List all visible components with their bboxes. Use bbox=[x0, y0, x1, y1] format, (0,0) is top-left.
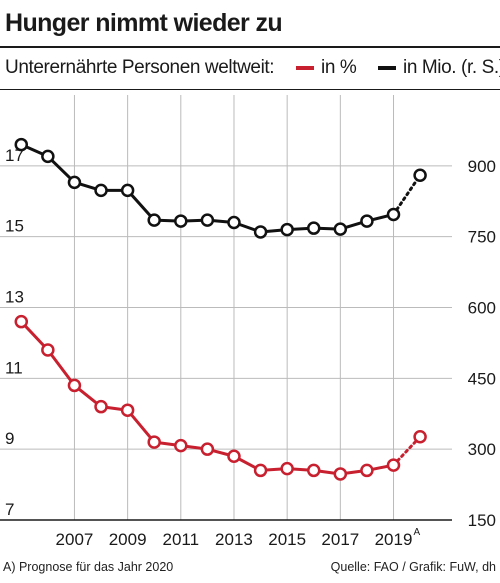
data-point-percent bbox=[227, 449, 241, 463]
data-point-millions bbox=[174, 214, 188, 228]
title-rule bbox=[0, 46, 500, 48]
chart-title: Hunger nimmt wieder zu bbox=[5, 9, 283, 37]
subtitle-rule bbox=[0, 89, 500, 90]
data-point-percent bbox=[306, 463, 321, 478]
data-point-percent bbox=[386, 458, 401, 472]
y-right-tick-label: 300 bbox=[468, 440, 496, 459]
legend-swatch-millions bbox=[378, 66, 396, 70]
data-point-millions bbox=[147, 213, 161, 227]
x-tick-label: 2013 bbox=[215, 530, 253, 549]
data-point-millions bbox=[94, 183, 108, 198]
chart-subtitle: Unterernährte Personen weltweit: bbox=[5, 57, 275, 78]
data-point-millions bbox=[333, 222, 348, 236]
series-forecast-line-millions bbox=[392, 173, 422, 216]
y-left-tick-label: 13 bbox=[5, 288, 24, 307]
x-tick-label: 2011 bbox=[163, 530, 200, 549]
legend-swatch-percent bbox=[296, 66, 314, 70]
y-right-tick-label: 750 bbox=[468, 228, 496, 247]
data-point-millions bbox=[120, 183, 135, 198]
data-point-percent bbox=[147, 435, 161, 449]
data-point-millions bbox=[200, 213, 215, 227]
data-point-percent bbox=[67, 378, 82, 393]
x-tick-label: 2017 bbox=[321, 530, 359, 549]
x-tick-label: 2019 bbox=[375, 530, 413, 549]
data-point-percent bbox=[280, 461, 294, 476]
data-point-percent bbox=[120, 403, 135, 417]
data-point-millions bbox=[14, 137, 29, 152]
data-point-percent bbox=[14, 314, 29, 329]
data-point-millions bbox=[413, 168, 427, 183]
y-right-tick-label: 450 bbox=[468, 369, 496, 388]
y-right-tick-label: 600 bbox=[468, 299, 496, 318]
data-point-percent bbox=[41, 343, 55, 357]
data-point-percent bbox=[413, 430, 427, 444]
legend-item-millions: in Mio. (r. S.) bbox=[378, 55, 500, 81]
data-point-millions bbox=[280, 222, 294, 237]
data-point-millions bbox=[386, 207, 401, 222]
y-right-tick-label: 900 bbox=[468, 157, 496, 176]
legend-label-millions: in Mio. (r. S.) bbox=[403, 57, 500, 78]
y-left-tick-label: 15 bbox=[5, 217, 24, 236]
data-point-millions bbox=[306, 221, 321, 235]
y-right-tick-label: 150 bbox=[468, 511, 496, 530]
source-note: Quelle: FAO / Grafik: FuW, dh bbox=[330, 560, 496, 574]
data-point-millions bbox=[253, 225, 268, 239]
data-point-percent bbox=[360, 463, 374, 478]
footnote: A) Prognose für das Jahr 2020 bbox=[3, 560, 174, 574]
legend-item-percent: in % bbox=[296, 55, 357, 81]
legend-label-percent: in % bbox=[321, 57, 357, 78]
data-point-percent bbox=[94, 399, 108, 414]
data-point-percent bbox=[174, 438, 188, 453]
data-point-millions bbox=[41, 149, 55, 164]
data-point-millions bbox=[67, 175, 82, 190]
x-tick-label: 2015 bbox=[268, 530, 306, 549]
data-point-percent bbox=[253, 463, 268, 478]
x-tick-label: 2009 bbox=[109, 530, 147, 549]
data-point-millions bbox=[227, 215, 241, 230]
data-point-percent bbox=[333, 467, 348, 481]
y-left-tick-label: 9 bbox=[5, 429, 14, 448]
y-left-tick-label: 7 bbox=[5, 500, 14, 519]
data-point-percent bbox=[200, 442, 215, 456]
x-tick-superscript: A bbox=[414, 527, 421, 538]
x-tick-label: 2007 bbox=[56, 530, 94, 549]
y-left-tick-label: 11 bbox=[5, 358, 23, 377]
data-point-millions bbox=[360, 214, 374, 228]
